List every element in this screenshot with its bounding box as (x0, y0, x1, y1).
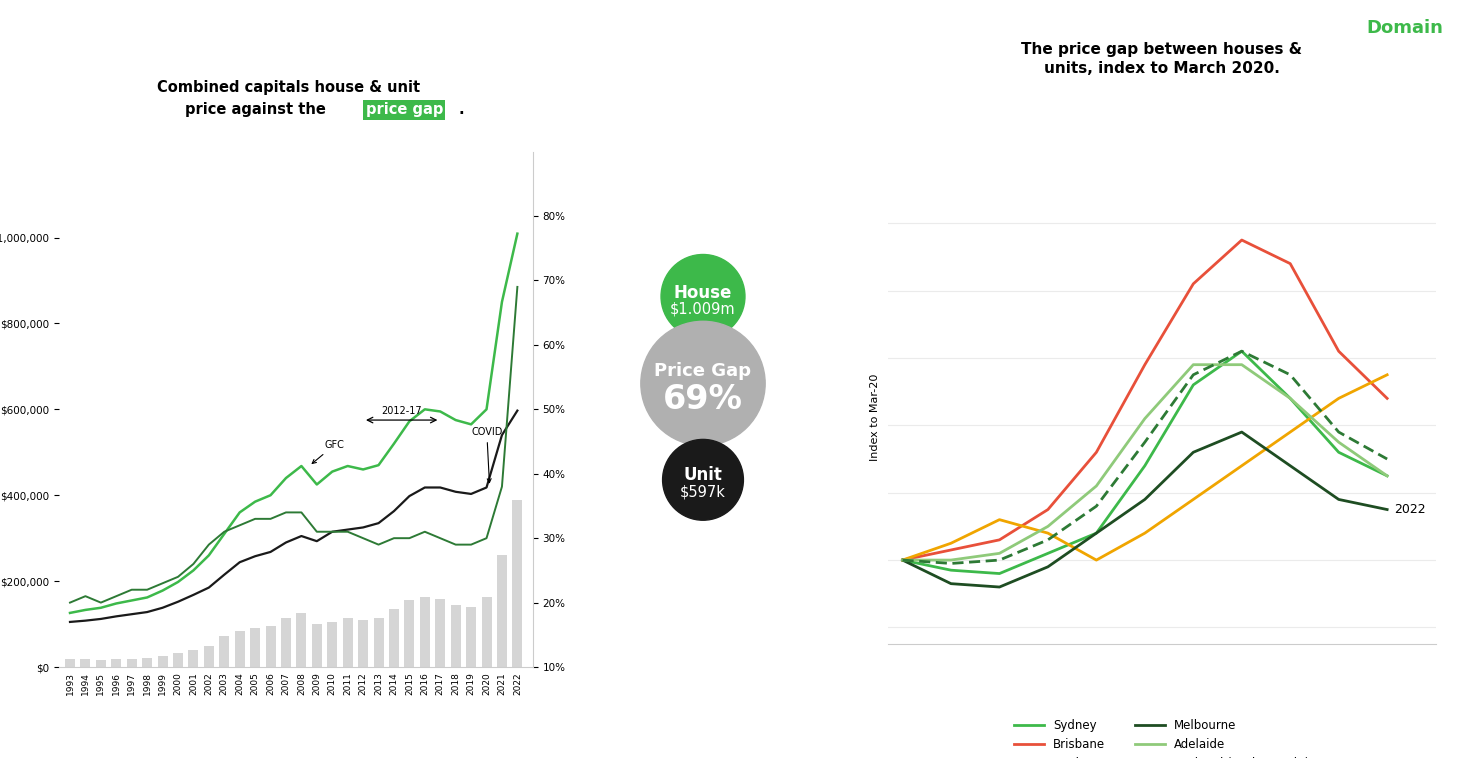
Bar (80, 659, 90, 667)
Bar (111, 659, 121, 667)
Text: GFC: GFC (312, 440, 345, 463)
Bar (312, 624, 321, 667)
Text: Domain: Domain (1366, 19, 1443, 37)
Text: Unit: Unit (684, 466, 722, 484)
Bar (404, 600, 414, 667)
Bar (204, 646, 213, 667)
Y-axis label: Index to Mar-20: Index to Mar-20 (870, 373, 879, 461)
Bar (373, 618, 383, 667)
Circle shape (641, 321, 765, 446)
Text: 69%: 69% (663, 383, 743, 415)
Circle shape (662, 255, 744, 338)
Bar (265, 626, 275, 667)
Bar (466, 607, 477, 667)
Text: $597k: $597k (681, 485, 725, 500)
Bar (235, 631, 244, 667)
Circle shape (663, 440, 743, 520)
Bar (281, 618, 292, 667)
Bar (481, 597, 491, 667)
Bar (450, 605, 460, 667)
Text: Price Gap: Price Gap (654, 362, 752, 380)
Text: COVID: COVID (471, 427, 503, 483)
Bar (188, 650, 198, 667)
Text: 2012-17: 2012-17 (382, 406, 422, 415)
Bar (512, 500, 522, 667)
Bar (142, 659, 152, 667)
Bar (420, 597, 429, 667)
Bar (435, 599, 445, 667)
Bar (96, 659, 107, 667)
Bar (358, 620, 369, 667)
Bar (296, 613, 306, 667)
Text: The price gap between houses &
units, index to March 2020.: The price gap between houses & units, in… (1021, 42, 1302, 77)
Legend: Sydney, Brisbane, Perth, Melbourne, Adelaide, National (excl. Darwin): Sydney, Brisbane, Perth, Melbourne, Adel… (1009, 715, 1314, 758)
Text: House: House (673, 284, 733, 302)
Text: 2022: 2022 (1394, 503, 1427, 516)
Bar (497, 556, 508, 667)
Bar (157, 656, 167, 667)
Bar (127, 659, 136, 667)
Bar (250, 628, 260, 667)
Text: .: . (459, 102, 465, 117)
Bar (343, 618, 352, 667)
Text: $1.009m: $1.009m (670, 302, 736, 316)
Bar (65, 659, 75, 667)
Text: price against the: price against the (185, 102, 326, 117)
Bar (219, 636, 229, 667)
Text: price gap: price gap (366, 102, 443, 117)
Bar (173, 653, 184, 667)
Bar (389, 609, 400, 667)
Text: Combined capitals house & unit: Combined capitals house & unit (157, 80, 420, 95)
Bar (327, 622, 337, 667)
